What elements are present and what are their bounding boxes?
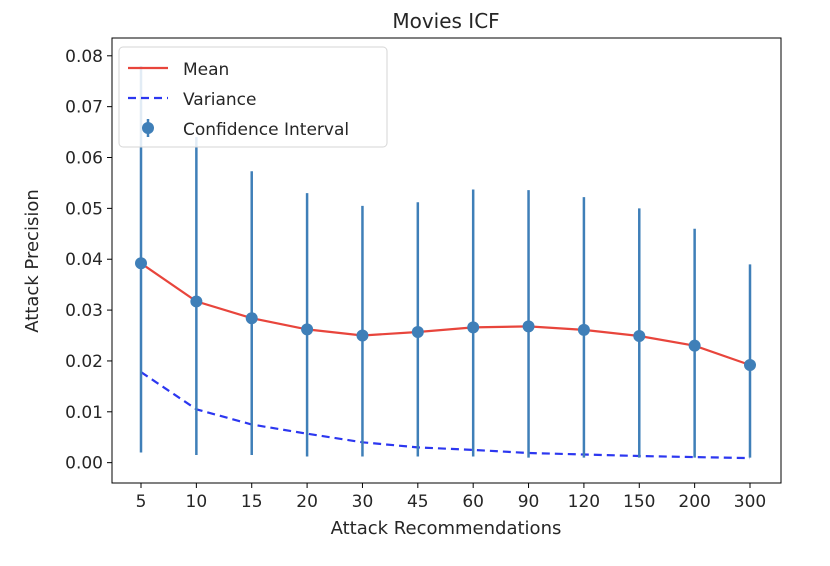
ci-marker bbox=[467, 321, 480, 334]
x-axis-label: Attack Recommendations bbox=[331, 518, 562, 539]
y-tick-label: 0.08 bbox=[65, 47, 103, 67]
y-tick-label: 0.01 bbox=[65, 403, 103, 423]
mean-line bbox=[140, 262, 751, 367]
x-tick-label: 90 bbox=[518, 492, 540, 512]
x-tick-label: 10 bbox=[186, 492, 208, 512]
x-tick-label: 150 bbox=[623, 492, 655, 512]
y-tick-label: 0.07 bbox=[65, 98, 103, 118]
legend-ci-swatch-marker bbox=[142, 122, 154, 134]
legend-variance-label: Variance bbox=[183, 90, 256, 110]
ci-marker bbox=[190, 295, 203, 308]
x-tick-label: 120 bbox=[568, 492, 600, 512]
ci-marker bbox=[744, 359, 756, 372]
y-tick-label: 0.05 bbox=[65, 199, 103, 219]
y-tick-label: 0.06 bbox=[65, 149, 103, 169]
x-tick-label: 20 bbox=[296, 492, 318, 512]
legend: Mean Variance Confidence Interval bbox=[118, 46, 388, 148]
ci-marker bbox=[411, 325, 424, 338]
legend-box bbox=[118, 46, 388, 148]
plot-frame bbox=[111, 37, 782, 484]
ci-marker bbox=[356, 329, 369, 342]
variance-line bbox=[140, 371, 751, 460]
x-tick-label: 200 bbox=[678, 492, 710, 512]
y-tick-label: 0.04 bbox=[65, 250, 103, 270]
ci-marker bbox=[301, 323, 314, 336]
ci-marker bbox=[522, 320, 535, 333]
y-tick-label: 0.03 bbox=[65, 301, 103, 321]
ci-marker bbox=[633, 330, 646, 343]
x-tick-label: 45 bbox=[407, 492, 429, 512]
x-tick-label: 300 bbox=[734, 492, 766, 512]
ci-marker bbox=[135, 257, 147, 270]
ci-marker bbox=[245, 312, 258, 325]
y-axis-label: Attack Precision bbox=[22, 189, 43, 333]
x-tick-label: 5 bbox=[136, 492, 147, 512]
legend-ci-label: Confidence Interval bbox=[183, 120, 349, 140]
ci-marker bbox=[577, 323, 590, 336]
y-tick-label: 0.02 bbox=[65, 352, 103, 372]
x-tick-label: 15 bbox=[241, 492, 263, 512]
ci-marker bbox=[688, 339, 701, 352]
chart-title: Movies ICF bbox=[392, 9, 499, 33]
x-tick-label: 30 bbox=[352, 492, 374, 512]
x-tick-label: 60 bbox=[462, 492, 484, 512]
y-tick-label: 0.00 bbox=[65, 454, 103, 474]
legend-mean-label: Mean bbox=[183, 60, 229, 80]
